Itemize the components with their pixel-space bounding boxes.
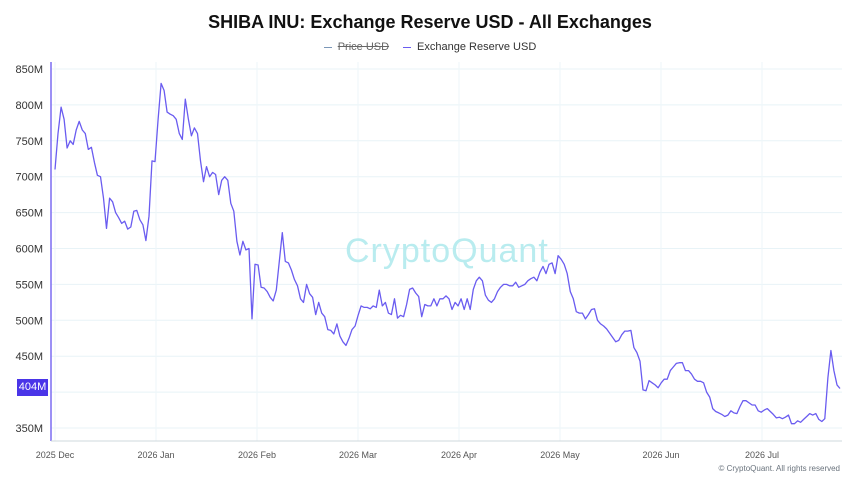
watermark: CryptoQuant bbox=[345, 232, 549, 270]
copyright-text: © CryptoQuant. All rights reserved bbox=[718, 464, 841, 473]
y-tick-label-4: 650M bbox=[15, 208, 43, 220]
chart-title: SHIBA INU: Exchange Reserve USD - All Ex… bbox=[208, 12, 652, 32]
x-tick-label-2: 2026 Feb bbox=[238, 450, 276, 460]
x-tick-label-6: 2026 Jun bbox=[642, 450, 679, 460]
x-tick-label-0: 2025 Dec bbox=[36, 450, 75, 460]
legend-swatch-price bbox=[323, 46, 332, 48]
legend-swatch-exchange-reserve bbox=[403, 46, 412, 48]
y-tick-label-1: 800M bbox=[15, 100, 43, 112]
x-axis: 2025 Dec 2026 Jan 2026 Feb 2026 Mar 2026 Apr… bbox=[36, 440, 842, 460]
x-tick-label-1: 2026 Jan bbox=[137, 450, 174, 460]
series-line-exchange-reserve[interactable] bbox=[54, 82, 841, 425]
y-axis: 850M 800M 750M 700M 650M 600M 550M 500M 450M 350M bbox=[15, 62, 52, 441]
y-tick-label-6: 550M bbox=[15, 279, 43, 291]
chart-legend: Price USD Exchange Reserve USD bbox=[0, 41, 860, 53]
y-tick-label-10: 350M bbox=[15, 423, 43, 435]
x-tick-label-4: 2026 Apr bbox=[441, 450, 477, 460]
y-tick-label-2: 750M bbox=[15, 136, 43, 148]
legend-label-exchange-reserve: Exchange Reserve USD bbox=[417, 41, 537, 53]
y-tick-label-5: 600M bbox=[15, 244, 43, 256]
x-tick-label-5: 2026 May bbox=[540, 450, 580, 460]
legend-item-price[interactable]: Price USD bbox=[323, 41, 390, 53]
y-tick-label-7: 500M bbox=[15, 315, 43, 327]
y-tick-label-8: 450M bbox=[15, 351, 43, 363]
current-value-label: 404M bbox=[17, 379, 48, 396]
series-layer bbox=[54, 82, 841, 425]
gridlines bbox=[51, 62, 842, 441]
x-tick-label-3: 2026 Mar bbox=[339, 450, 377, 460]
legend-label-price: Price USD bbox=[337, 41, 390, 53]
x-tick-label-7: 2026 Jul bbox=[745, 450, 779, 460]
y-tick-label-0: 850M bbox=[15, 64, 43, 76]
legend-item-exchange-reserve[interactable]: Exchange Reserve USD bbox=[403, 41, 536, 53]
y-tick-label-3: 700M bbox=[15, 172, 43, 184]
